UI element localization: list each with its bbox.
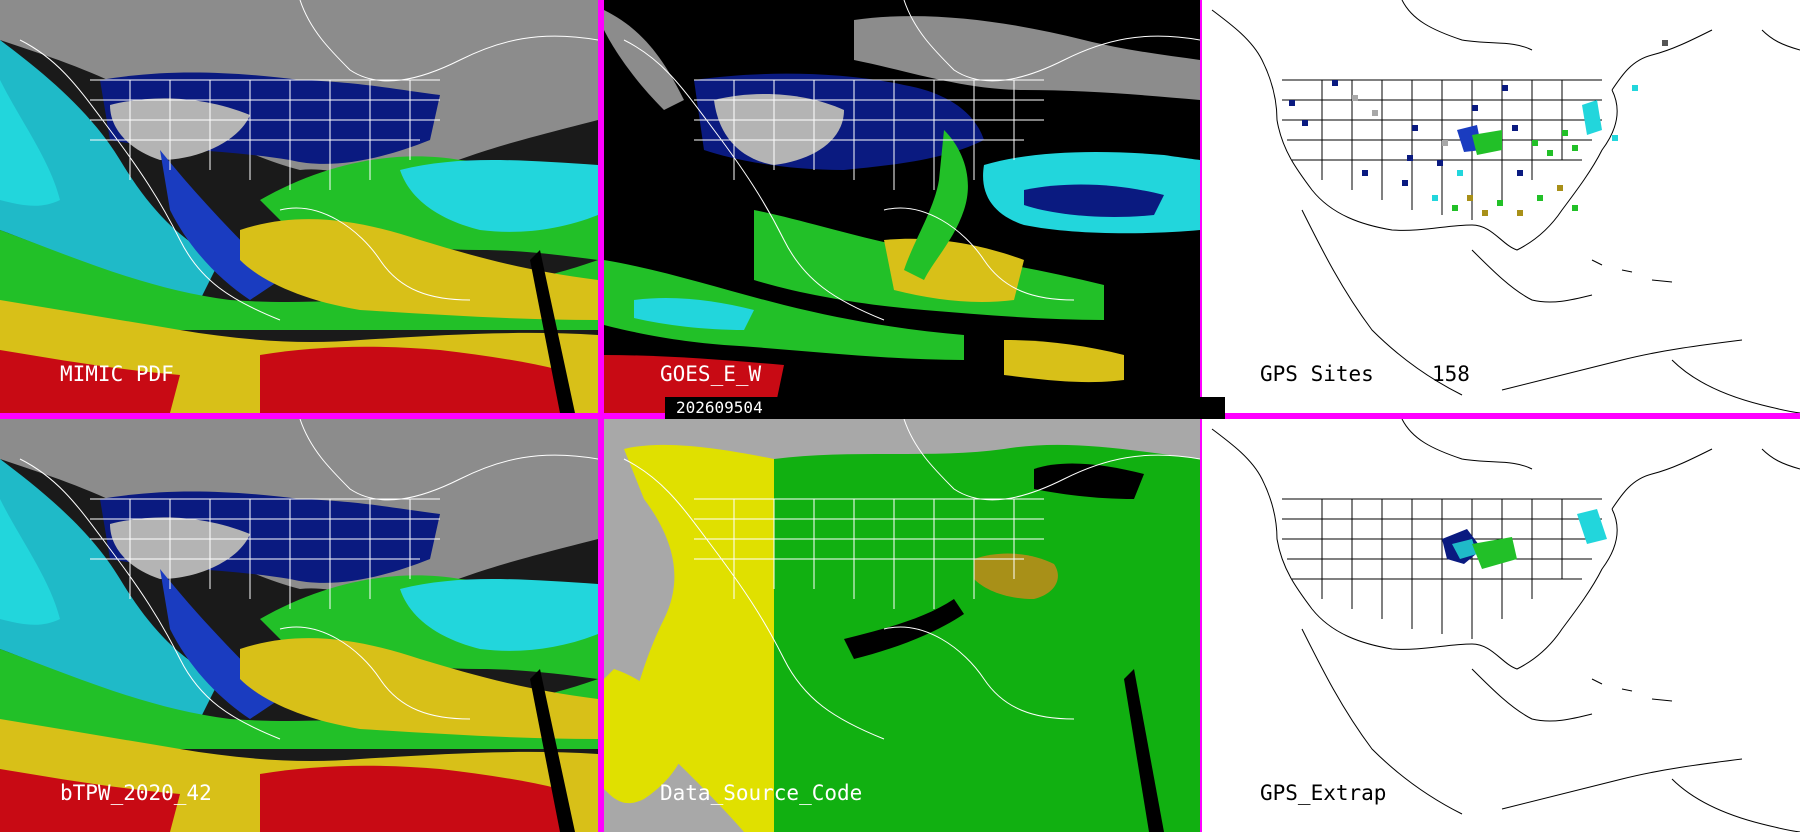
timestamp-bar: 202609504: [665, 397, 1225, 419]
gps-extrap-map: [1202, 419, 1800, 832]
panel-label: bTPW_2020_42: [60, 781, 212, 805]
panel-label: GOES_E_W: [660, 362, 762, 386]
panel-label: GPS_Extrap: [1260, 781, 1387, 805]
panel-mimic-pdf[interactable]: MIMIC PDF: [0, 0, 598, 413]
panel-label: MIMIC PDF: [60, 362, 174, 386]
mimic-map-image: [0, 0, 598, 413]
timestamp-text: 202609504: [676, 398, 763, 417]
panel-btpw[interactable]: bTPW_2020_42: [0, 419, 598, 832]
panel-divider-vertical-left: [598, 0, 604, 832]
panel-data-source-code[interactable]: Data_Source_Code: [604, 419, 1200, 832]
panel-goes-e-w[interactable]: GOES_E_W: [604, 0, 1200, 413]
goes-map-image: [604, 0, 1200, 413]
panel-gps-sites[interactable]: GPS Sites 158: [1202, 0, 1800, 413]
gps-sites-map: [1202, 0, 1800, 413]
btpw-map-image: [0, 419, 598, 832]
panel-gps-extrap[interactable]: GPS_Extrap: [1202, 419, 1800, 832]
panel-label: GPS Sites: [1260, 362, 1374, 386]
gps-site-count: 158: [1432, 362, 1470, 386]
data-source-map-image: [604, 419, 1200, 832]
panel-label: Data_Source_Code: [660, 781, 863, 805]
